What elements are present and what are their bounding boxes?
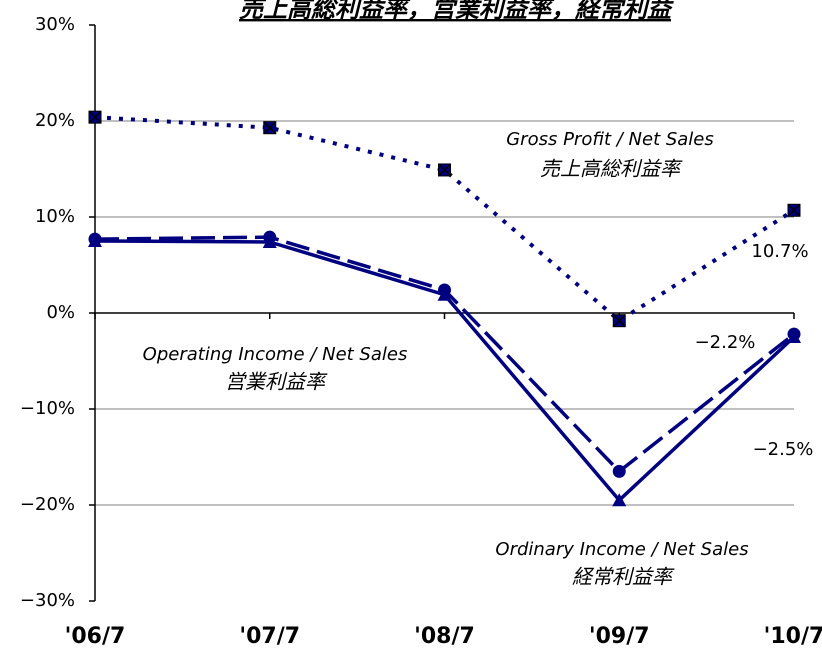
series-label-ja: 経常利益率 <box>572 565 675 589</box>
value-label: −2.2% <box>695 332 756 353</box>
y-tick-label: −20% <box>20 494 75 515</box>
marker <box>612 464 626 478</box>
marker <box>437 287 452 301</box>
marker-x <box>787 203 801 217</box>
y-tick-label: 30% <box>35 14 75 35</box>
x-tick-label: '06/7 <box>65 624 126 649</box>
x-tick-label: '07/7 <box>239 624 300 649</box>
marker <box>612 493 627 507</box>
series-label: Ordinary Income / Net Sales <box>495 539 748 560</box>
series-label-ja: 売上高総利益率 <box>540 157 683 181</box>
value-label: −2.5% <box>753 439 814 460</box>
series-label-ja: 営業利益率 <box>225 370 328 394</box>
marker-x <box>612 314 626 328</box>
x-tick-label: '09/7 <box>589 624 650 649</box>
marker <box>88 234 102 247</box>
marker <box>787 330 801 343</box>
marker <box>262 234 277 248</box>
y-tick-label: −10% <box>20 398 75 419</box>
series-label: Gross Profit / Net Sales <box>506 129 714 150</box>
chart-title: 売上高総利益率，営業利益率，経常利益 <box>239 0 674 23</box>
y-tick-label: 0% <box>46 302 75 323</box>
y-tick-label: 10% <box>35 206 75 227</box>
series-line <box>94 239 796 503</box>
value-label: 10.7% <box>751 241 808 262</box>
x-tick-label: '10/7 <box>764 624 822 649</box>
series-label: Operating Income / Net Sales <box>143 344 408 365</box>
marker-x <box>437 163 452 177</box>
x-tick-label: '08/7 <box>414 624 475 649</box>
marker-x <box>88 110 102 124</box>
y-tick-label: −30% <box>20 590 75 611</box>
y-tick-label: 20% <box>35 110 75 131</box>
marker-x <box>263 121 277 135</box>
